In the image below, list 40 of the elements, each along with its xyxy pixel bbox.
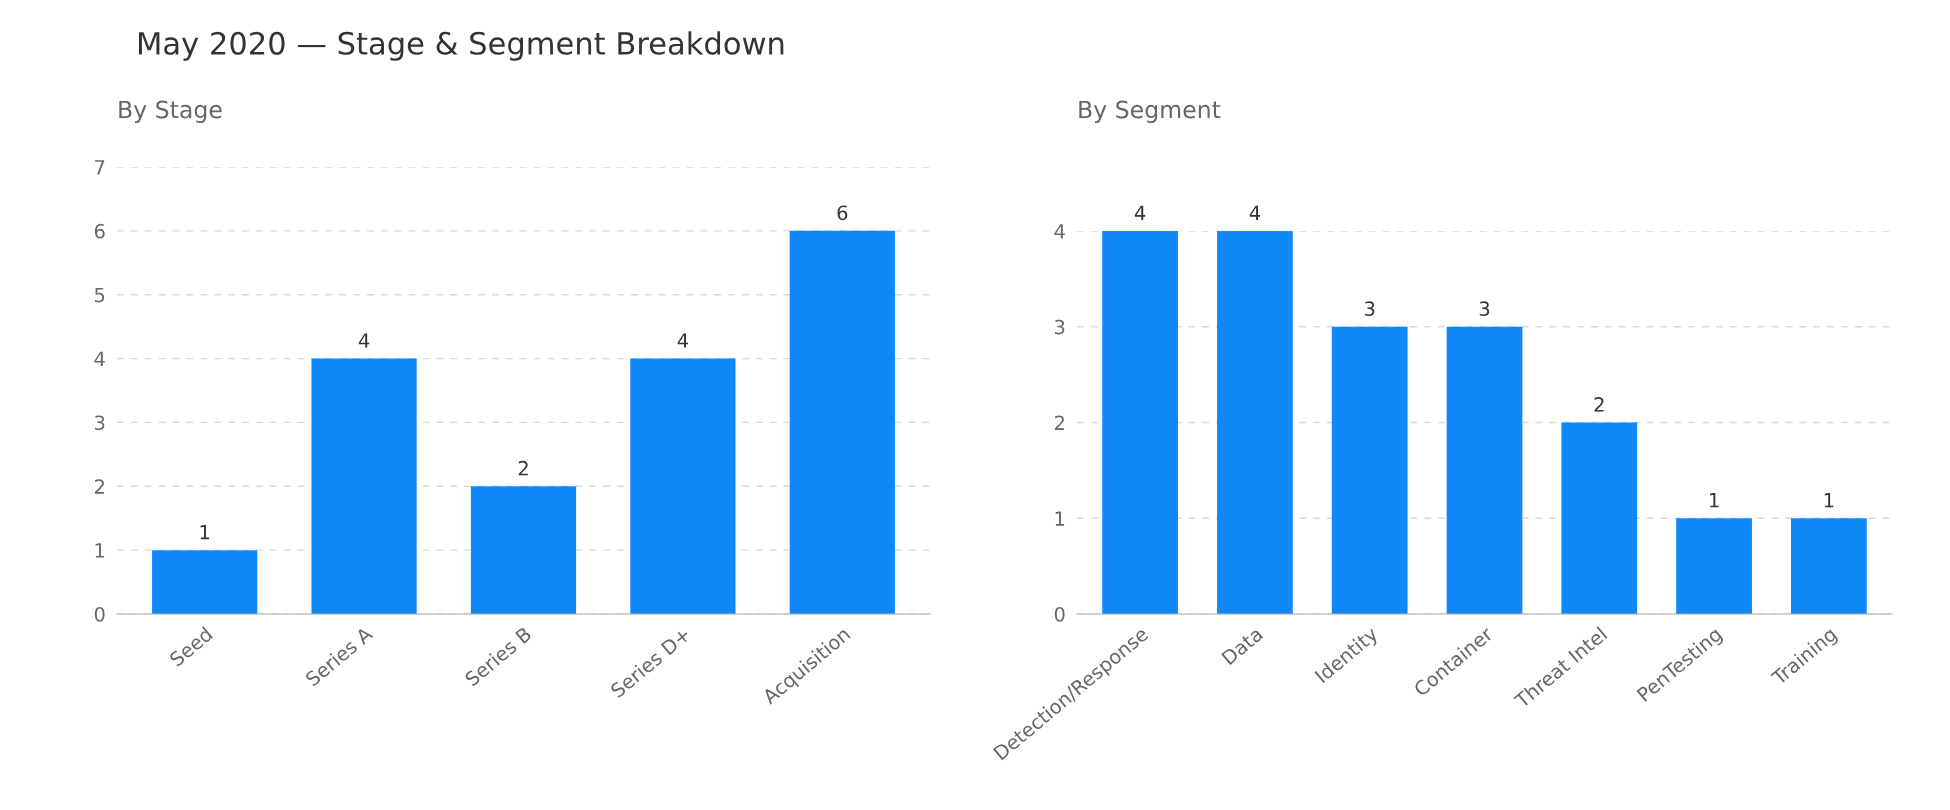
bar xyxy=(1561,422,1638,614)
chart-subtitle: By Stage xyxy=(119,100,222,123)
data-label: 4 xyxy=(1134,205,1146,221)
bar xyxy=(1446,326,1523,614)
data-label: 2 xyxy=(518,460,528,476)
data-label: 6 xyxy=(837,205,848,221)
y-tick-label: 1 xyxy=(1055,511,1065,526)
y-tick-label: 4 xyxy=(1054,224,1065,239)
bar xyxy=(311,358,417,614)
bar xyxy=(1676,518,1752,614)
data-label: 2 xyxy=(1594,397,1604,412)
data-label: 3 xyxy=(1365,301,1375,317)
y-tick-label: 2 xyxy=(1054,415,1064,430)
bar xyxy=(1102,231,1179,614)
y-tick-label: 2 xyxy=(94,479,104,494)
bar xyxy=(630,358,736,614)
y-tick-label: 0 xyxy=(94,606,105,622)
chart-subtitle: By Segment xyxy=(1079,100,1221,123)
y-tick-label: 3 xyxy=(1055,319,1065,335)
data-label: 4 xyxy=(1249,205,1261,221)
bar xyxy=(1331,326,1408,614)
bar xyxy=(1217,231,1293,614)
data-label: 1 xyxy=(1710,493,1719,508)
data-label: 1 xyxy=(200,524,210,540)
y-tick-label: 1 xyxy=(95,543,105,558)
y-tick-label: 6 xyxy=(94,223,105,239)
bar xyxy=(789,230,895,614)
data-label: 4 xyxy=(677,333,689,348)
bar xyxy=(1790,518,1867,614)
bar xyxy=(470,486,577,614)
data-label: 1 xyxy=(1824,493,1834,508)
chart-title: May 2020 — Stage & Segment Breakdown xyxy=(139,31,784,61)
y-tick-label: 5 xyxy=(95,287,105,303)
y-tick-label: 3 xyxy=(95,415,105,431)
y-tick-label: 4 xyxy=(94,351,105,366)
data-label: 3 xyxy=(1479,301,1490,317)
bar xyxy=(152,550,258,614)
data-label: 4 xyxy=(358,333,370,348)
y-tick-label: 7 xyxy=(95,160,105,175)
y-tick-label: 0 xyxy=(1054,606,1065,622)
